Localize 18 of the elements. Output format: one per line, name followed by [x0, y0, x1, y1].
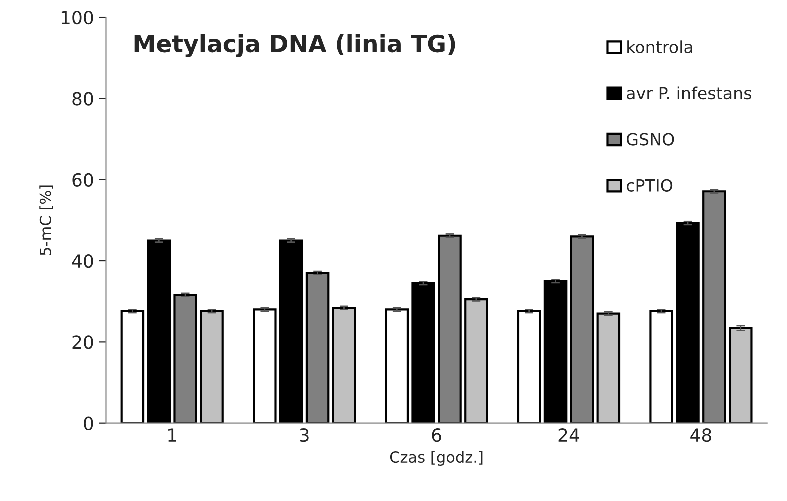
- y-tick-label: 80: [72, 92, 94, 106]
- x-tick-label: 6: [432, 428, 442, 442]
- legend-label: kontrola: [628, 40, 692, 54]
- text: Metylacja DNA (linia TG): [134, 34, 456, 58]
- y-tick-label: 100: [62, 10, 94, 25]
- y-tick-label: 20: [72, 336, 94, 350]
- y-tick-label: 0: [84, 416, 94, 430]
- x-tick-label: 3: [300, 428, 309, 442]
- legend-label: avr P. infestans: [627, 86, 752, 100]
- x-tick-label: 24: [558, 428, 580, 442]
- legend-label: GSNO: [627, 133, 674, 146]
- x-tick-label: 48: [690, 428, 712, 442]
- y-axis-title: 5-mC [%]: [40, 186, 54, 256]
- x-axis-title: Czas [godz.]: [390, 451, 483, 466]
- legend-label: cPTIO: [626, 179, 673, 192]
- y-tick-label: 60: [72, 173, 94, 187]
- x-tick-label: 1: [168, 428, 176, 442]
- y-tick-label: 40: [72, 254, 94, 268]
